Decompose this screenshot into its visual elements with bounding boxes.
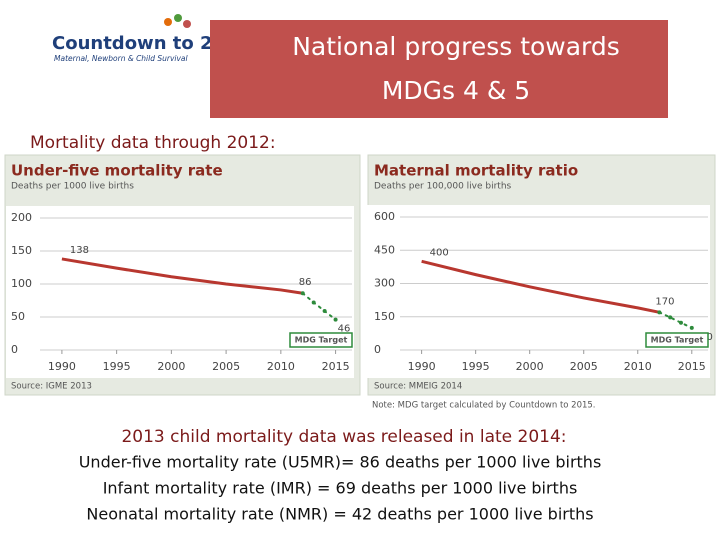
slide-title: National progress towards bbox=[292, 32, 620, 61]
logo-subtitle: Maternal, Newborn & Child Survival bbox=[54, 54, 189, 63]
data-label: 400 bbox=[430, 247, 449, 258]
y-tick-label: 150 bbox=[374, 310, 395, 323]
title-box bbox=[210, 20, 668, 118]
logo-icon bbox=[164, 18, 172, 26]
data-label: 46 bbox=[338, 324, 351, 335]
y-tick-label: 200 bbox=[11, 211, 32, 224]
release-line: Under-five mortality rate (U5MR)= 86 dea… bbox=[79, 453, 602, 472]
x-tick-label: 1995 bbox=[103, 360, 131, 373]
chart-source: Source: IGME 2013 bbox=[11, 382, 92, 392]
x-tick-label: 1995 bbox=[462, 360, 490, 373]
x-tick-label: 2000 bbox=[157, 360, 185, 373]
slide-title: MDGs 4 & 5 bbox=[382, 76, 530, 105]
x-tick-label: 2000 bbox=[516, 360, 544, 373]
target-line bbox=[658, 311, 693, 329]
y-tick-label: 600 bbox=[374, 210, 395, 223]
y-tick-label: 150 bbox=[11, 244, 32, 257]
chart-note: Note: MDG target calculated by Countdown… bbox=[372, 401, 596, 411]
data-label: 170 bbox=[655, 296, 674, 307]
y-tick-label: 50 bbox=[11, 310, 25, 323]
chart-source: Source: MMEIG 2014 bbox=[374, 382, 462, 392]
x-tick-label: 2005 bbox=[570, 360, 598, 373]
y-tick-label: 100 bbox=[11, 277, 32, 290]
data-label: 86 bbox=[299, 277, 312, 288]
y-tick-label: 300 bbox=[374, 277, 395, 290]
plot-area bbox=[366, 205, 710, 378]
chart-title: Under-five mortality rate bbox=[11, 162, 223, 180]
chart-title: Maternal mortality ratio bbox=[374, 162, 578, 180]
data-label: 138 bbox=[70, 245, 89, 256]
y-tick-label: 450 bbox=[374, 243, 395, 256]
x-tick-label: 1990 bbox=[48, 360, 76, 373]
logo-icon bbox=[174, 14, 182, 22]
logo-icon bbox=[183, 20, 191, 28]
x-tick-label: 2015 bbox=[322, 360, 350, 373]
y-tick-label: 0 bbox=[11, 343, 18, 356]
data-line bbox=[421, 259, 660, 314]
target-line bbox=[301, 292, 337, 321]
logo-title: Countdown to 2015 bbox=[52, 33, 250, 54]
x-tick-label: 2010 bbox=[267, 360, 295, 373]
x-tick-label: 2005 bbox=[212, 360, 240, 373]
legend-label: MDG Target bbox=[651, 336, 704, 345]
release-heading: 2013 child mortality data was released i… bbox=[121, 427, 566, 447]
chart-subtitle: Deaths per 100,000 live births bbox=[374, 182, 512, 192]
release-line: Neonatal mortality rate (NMR) = 42 death… bbox=[86, 505, 593, 524]
x-tick-label: 1990 bbox=[408, 360, 436, 373]
legend-label: MDG Target bbox=[295, 336, 348, 345]
legend-box bbox=[645, 332, 709, 348]
x-tick-label: 2010 bbox=[624, 360, 652, 373]
chart-subtitle: Deaths per 1000 live births bbox=[11, 182, 134, 192]
data-line bbox=[61, 257, 303, 295]
y-tick-label: 0 bbox=[374, 343, 381, 356]
x-tick-label: 2015 bbox=[678, 360, 706, 373]
release-line: Infant mortality rate (IMR) = 69 deaths … bbox=[103, 479, 578, 498]
section-label: Mortality data through 2012: bbox=[30, 133, 276, 153]
legend-box bbox=[289, 332, 353, 348]
